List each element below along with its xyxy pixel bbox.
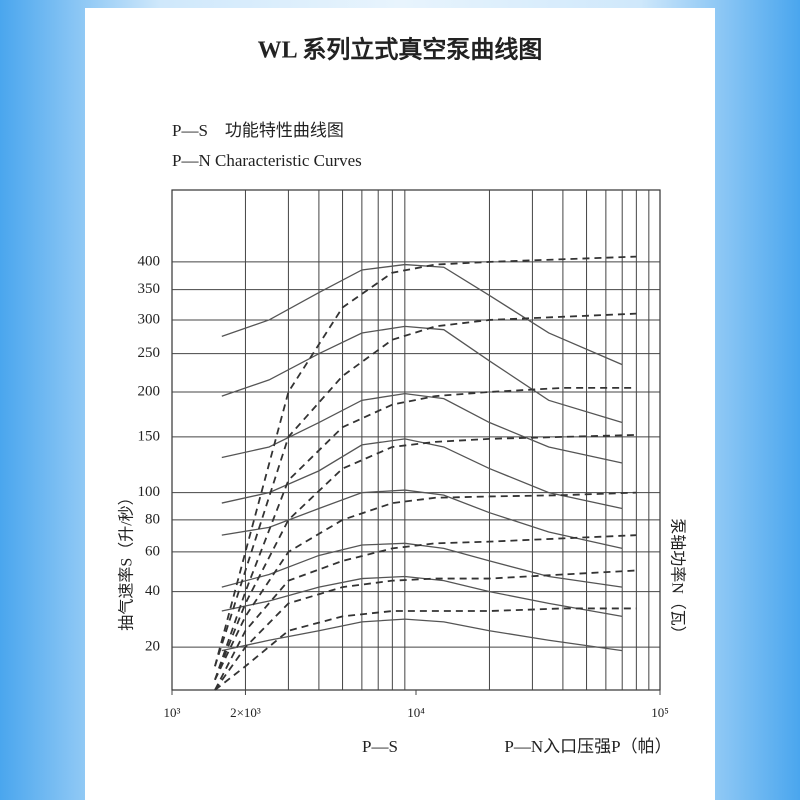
y2-axis-label: 泵轴功率N（瓦） xyxy=(668,518,686,642)
speed-curve xyxy=(221,489,623,550)
speed-curve xyxy=(221,263,623,366)
y-tick-label: 300 xyxy=(138,311,161,327)
speed-curve xyxy=(221,542,623,588)
x-tick-label: 10⁴ xyxy=(407,705,425,720)
power-curve xyxy=(214,534,637,691)
y-tick-label: 100 xyxy=(138,484,161,500)
x-tick-label: 10⁵ xyxy=(651,705,669,720)
speed-curve xyxy=(221,618,623,652)
speed-curve xyxy=(221,325,623,424)
power-curve xyxy=(214,255,637,667)
y-tick-label: 150 xyxy=(138,428,161,444)
y-tick-label: 80 xyxy=(145,511,160,527)
x-axis-label: P—S xyxy=(362,737,398,756)
x-tick-label: 10³ xyxy=(164,705,181,720)
y-tick-label: 60 xyxy=(145,543,160,559)
power-curve xyxy=(214,386,637,681)
y-axis-label: 抽气速率S（升/秒） xyxy=(118,489,136,630)
subtitle: P—S 功能特性曲线图 xyxy=(172,121,344,140)
speed-curve xyxy=(221,392,623,464)
y-tick-label: 20 xyxy=(145,639,160,655)
power-curve xyxy=(214,569,637,691)
y-tick-label: 200 xyxy=(138,383,161,399)
x-axis-label: P—N入口压强P（帕） xyxy=(504,737,671,756)
power-curve xyxy=(214,434,637,681)
y-tick-label: 250 xyxy=(138,345,161,361)
chart-title: WL 系列立式真空泵曲线图 xyxy=(258,36,543,64)
x-tick-label: 2×10³ xyxy=(230,705,261,720)
power-curve xyxy=(214,491,637,681)
y-tick-label: 40 xyxy=(145,583,160,599)
power-curve xyxy=(214,312,637,667)
y-tick-label: 350 xyxy=(138,281,161,297)
speed-curve xyxy=(221,575,623,617)
y-tick-label: 400 xyxy=(138,253,161,269)
subtitle: P—N Characteristic Curves xyxy=(172,151,362,170)
